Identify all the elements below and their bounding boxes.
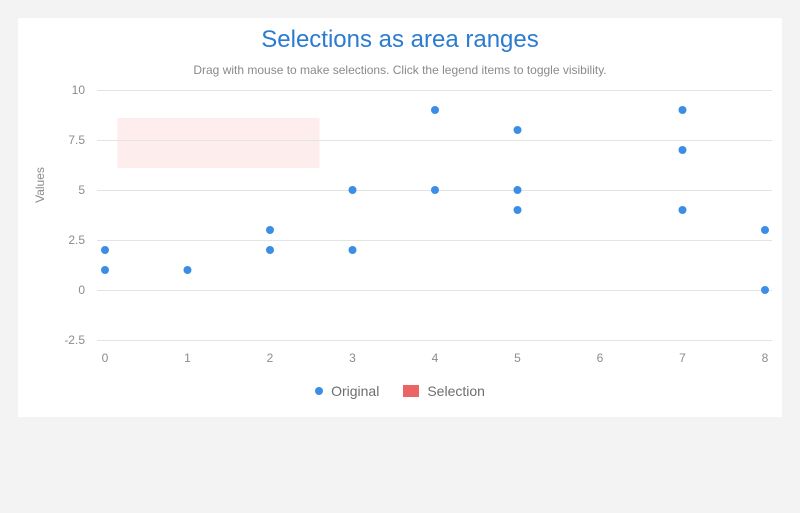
data-point: [183, 266, 192, 274]
x-tick-label: 7: [679, 351, 686, 365]
x-tick-label: 1: [184, 351, 191, 365]
x-tick-label: 6: [597, 351, 604, 365]
data-point: [761, 226, 769, 234]
y-tick-label: -2.5: [64, 333, 85, 347]
y-tick-label: 7.5: [68, 133, 85, 147]
y-tick-label: 2.5: [68, 233, 85, 247]
data-point: [266, 226, 274, 234]
selection-area: [117, 118, 320, 168]
chart-card: [18, 18, 782, 417]
data-point: [348, 186, 357, 194]
chart-title: Selections as area ranges: [261, 26, 539, 53]
legend-marker-selection: [403, 385, 420, 397]
legend-label-original: Original: [331, 383, 380, 399]
x-tick-label: 2: [267, 351, 274, 365]
chart-legend: Original Selection: [0, 383, 800, 399]
data-point: [513, 126, 522, 134]
data-point: [513, 186, 522, 194]
data-point: [348, 246, 357, 254]
data-point: [678, 206, 687, 214]
y-axis-title: Values: [33, 167, 47, 203]
data-point: [678, 106, 687, 114]
legend-label-selection: Selection: [427, 383, 485, 399]
y-tick-label: 0: [78, 283, 85, 297]
legend-item-original[interactable]: Original: [315, 383, 379, 399]
x-tick-label: 8: [762, 351, 769, 365]
legend-item-selection[interactable]: Selection: [403, 383, 485, 399]
data-point: [266, 246, 274, 254]
y-tick-label: 10: [72, 83, 86, 97]
data-point: [761, 286, 769, 294]
data-point: [431, 106, 439, 114]
data-point: [513, 206, 522, 214]
x-tick-label: 3: [349, 351, 356, 365]
x-tick-label: 0: [102, 351, 109, 365]
y-tick-label: 5: [78, 183, 85, 197]
x-tick-label: 5: [514, 351, 521, 365]
data-point: [101, 246, 109, 254]
data-point: [101, 266, 109, 274]
data-point: [431, 186, 439, 194]
data-point: [678, 146, 687, 154]
chart-subtitle: Drag with mouse to make selections. Clic…: [193, 63, 607, 77]
legend-marker-original: [315, 387, 324, 395]
x-tick-label: 4: [432, 351, 439, 365]
